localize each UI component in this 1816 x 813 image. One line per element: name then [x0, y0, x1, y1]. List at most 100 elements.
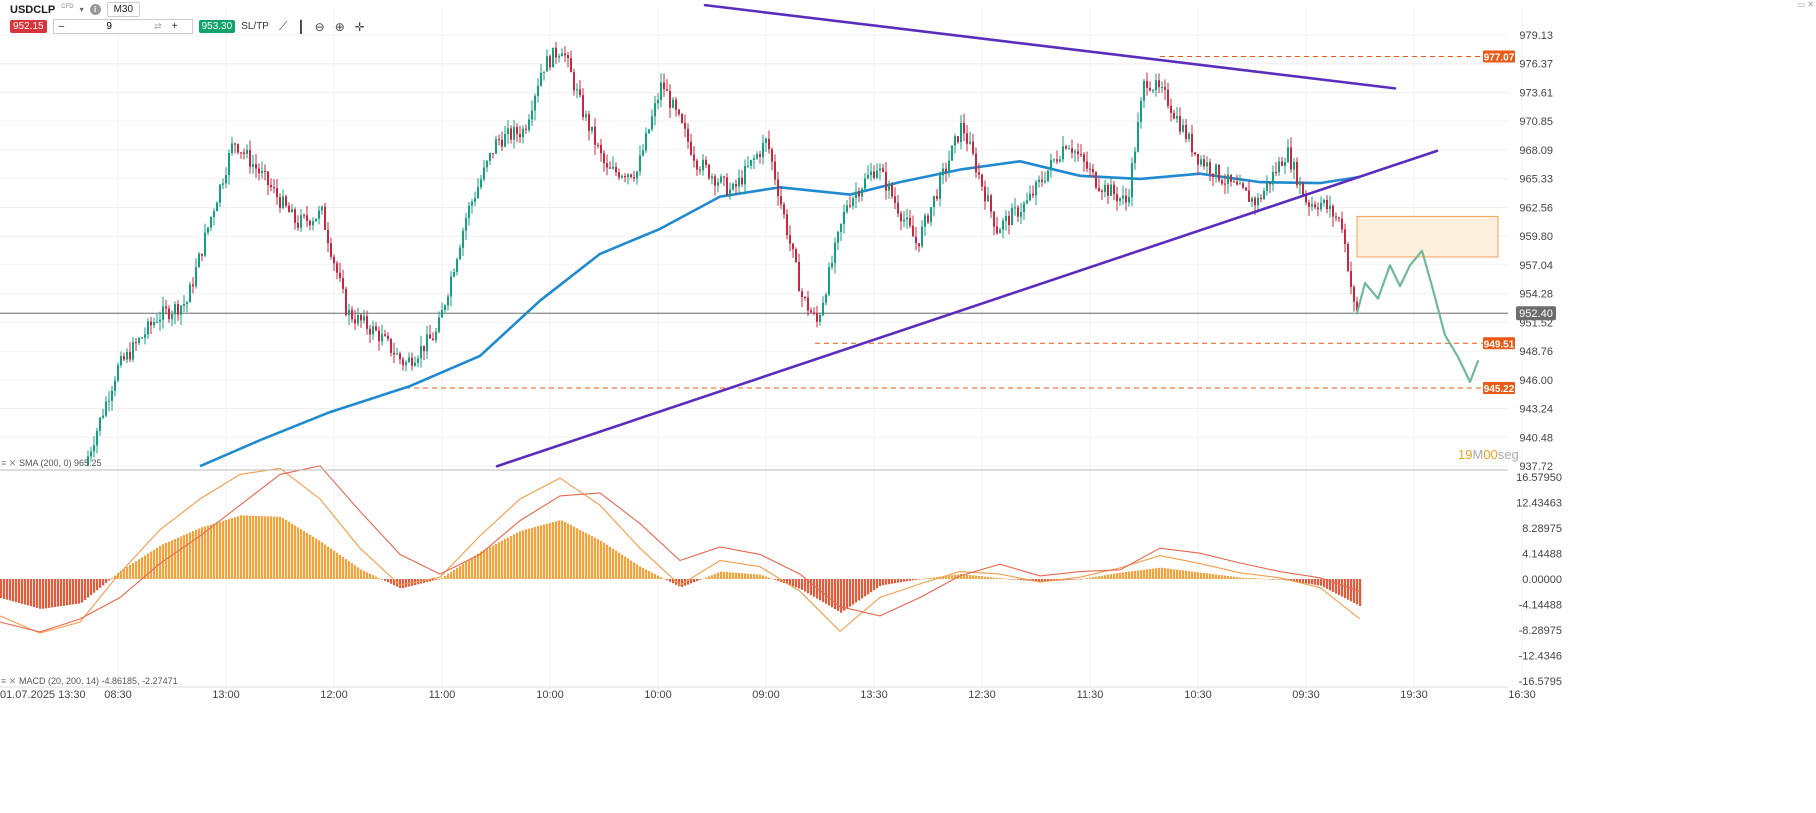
- candle-body: [1047, 170, 1049, 181]
- info-icon[interactable]: i: [89, 4, 101, 15]
- countdown-part: M: [1472, 447, 1483, 462]
- candle-body: [471, 201, 473, 206]
- macd-histogram-bar: [888, 579, 891, 585]
- symbol-name[interactable]: USDCLP: [10, 3, 56, 16]
- macd-histogram-bar: [258, 516, 261, 579]
- trendlines[interactable]: [495, 3, 1439, 468]
- zoom-in-icon[interactable]: ⊕: [334, 19, 345, 34]
- macd-histogram-bar: [897, 579, 900, 583]
- macd-histogram-bar: [963, 574, 966, 579]
- macd-histogram-bar: [1344, 579, 1347, 599]
- candle-body: [708, 164, 710, 179]
- chart-toolbar: USDCLP CFD ▾ i M30 952.15 – ⇄ + 953.30 S…: [0, 0, 420, 40]
- timeframe-select[interactable]: M30: [106, 2, 141, 17]
- macd-histogram-bar: [324, 544, 327, 579]
- candle-body: [627, 174, 629, 178]
- candle-body: [1086, 161, 1088, 169]
- time-tick-label: 10:00: [644, 689, 672, 701]
- candle-body: [813, 312, 815, 314]
- macd-histogram-bar: [177, 537, 180, 579]
- candle-body: [240, 152, 242, 154]
- macd-histogram-bar: [1251, 578, 1254, 579]
- quantity-input[interactable]: [69, 21, 150, 32]
- candle-body: [168, 308, 170, 320]
- sell-price-button[interactable]: 952.15: [10, 20, 47, 33]
- macd-histogram-bar: [717, 572, 720, 579]
- candle-body: [1224, 183, 1226, 185]
- macd-histogram-bar: [1140, 570, 1143, 579]
- price-tick-label: 976.37: [1519, 59, 1553, 71]
- candle-body: [468, 205, 470, 218]
- candle-body: [1092, 169, 1094, 173]
- macd-histogram-bar: [306, 532, 309, 579]
- candle-body: [1263, 190, 1265, 200]
- window-icon[interactable]: ▭: [1797, 0, 1806, 9]
- candle-body: [1287, 147, 1289, 163]
- quantity-minus-button[interactable]: –: [58, 21, 65, 32]
- macd-histogram-bar: [876, 579, 879, 589]
- macd-histogram-bar: [426, 579, 429, 583]
- candle-body: [867, 174, 869, 179]
- macd-histogram-bar: [1233, 576, 1236, 579]
- macd-histogram-bar: [798, 579, 801, 589]
- macd-histogram-bar: [81, 579, 84, 603]
- candle-body: [90, 451, 92, 457]
- macd-histogram-bar: [132, 563, 135, 579]
- candle-body: [234, 143, 236, 145]
- crosshair-icon[interactable]: ✛: [354, 19, 365, 34]
- sltp-button[interactable]: SL/TP: [241, 21, 269, 32]
- zoom-out-icon[interactable]: ⊖: [314, 19, 325, 34]
- buy-price-button[interactable]: 953.30: [198, 20, 236, 33]
- candle-body: [372, 326, 374, 335]
- macd-histogram-bar: [180, 536, 183, 579]
- candle-body: [129, 351, 131, 360]
- quantity-plus-button[interactable]: +: [171, 21, 178, 32]
- macd-histogram-bar: [198, 528, 201, 579]
- candle-body: [873, 171, 875, 178]
- macd-histogram-bar: [1083, 578, 1086, 580]
- candle-body: [564, 53, 566, 56]
- macd-histogram-bar: [87, 579, 90, 598]
- candle-body: [897, 202, 899, 214]
- candle-body: [1215, 164, 1217, 177]
- line-chart-icon[interactable]: ⟋: [278, 19, 288, 33]
- candle-body: [327, 229, 329, 244]
- macd-histogram-bar: [1293, 579, 1296, 582]
- candle-body: [744, 165, 746, 185]
- macd-histogram-bar: [12, 579, 15, 602]
- candle-body: [966, 133, 968, 144]
- macd-histogram-bar: [189, 532, 192, 579]
- price-tick-label: 979.13: [1519, 30, 1553, 42]
- chevron-down-icon[interactable]: ▾: [79, 5, 84, 14]
- macd-histogram-bar: [1113, 573, 1116, 579]
- macd-histogram-bar: [1317, 579, 1320, 586]
- candle-body: [1089, 168, 1091, 170]
- macd-histogram-bar: [864, 579, 867, 597]
- macd-histogram-bar: [537, 526, 540, 579]
- macd-histogram-bar: [516, 532, 519, 579]
- candle-type-icon[interactable]: ┃: [297, 19, 305, 34]
- candle-body: [1119, 198, 1121, 202]
- symbol-row: USDCLP CFD ▾ i M30: [10, 2, 141, 17]
- macd-histogram-bar: [1263, 578, 1266, 580]
- candle-body: [1128, 197, 1130, 203]
- macd-histogram-bar: [447, 573, 450, 579]
- candle-body: [387, 335, 389, 339]
- macd-histogram-bar: [138, 559, 141, 579]
- candle-body: [771, 149, 773, 162]
- macd-histogram-bar: [270, 516, 273, 579]
- candle-body: [927, 215, 929, 223]
- candle-body: [204, 232, 206, 256]
- swap-icon[interactable]: ⇄: [154, 21, 162, 31]
- macd-histogram-bar: [156, 547, 159, 579]
- candle-body: [507, 128, 509, 135]
- candle-body: [969, 141, 971, 144]
- time-tick-label: 10:00: [536, 689, 564, 701]
- candle-body: [780, 196, 782, 205]
- macd-histogram-bar: [1068, 579, 1071, 580]
- macd-histogram-bar: [873, 579, 876, 591]
- close-icon[interactable]: ✕: [1807, 0, 1814, 9]
- macd-histogram-bar: [849, 579, 852, 607]
- candle-body: [381, 334, 383, 342]
